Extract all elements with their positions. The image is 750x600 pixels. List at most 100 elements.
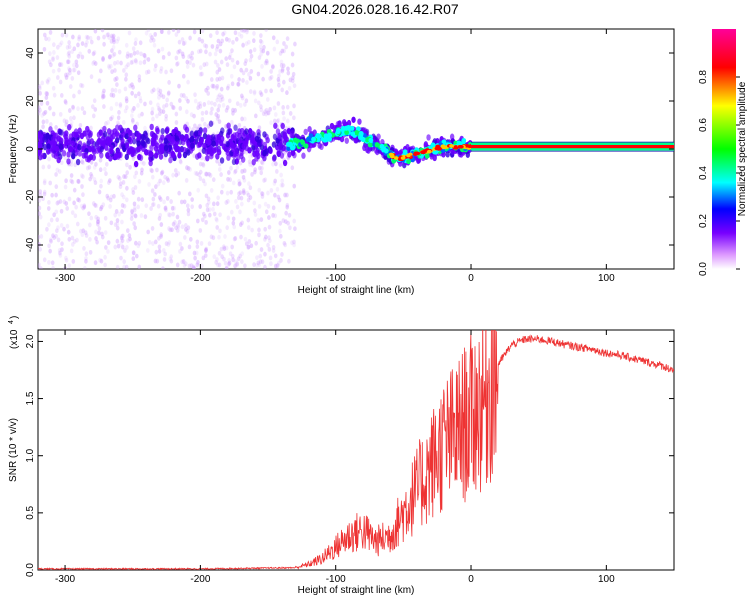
noise-mark [247, 159, 252, 165]
noise-mark [184, 96, 189, 101]
noise-mark [159, 232, 163, 238]
noise-mark [102, 34, 106, 40]
noise-mark [248, 162, 252, 167]
noise-mark [201, 178, 206, 184]
noise-mark [138, 95, 143, 101]
noise-mark [234, 259, 238, 265]
noise-mark [198, 228, 203, 233]
noise-mark [113, 212, 117, 218]
noise-mark [180, 259, 185, 265]
band-mark [177, 152, 182, 159]
band-mark [71, 152, 76, 160]
band-mark [251, 159, 256, 166]
noise-mark [137, 77, 142, 83]
band-mark [56, 156, 61, 164]
noise-mark [79, 228, 83, 234]
noise-mark [279, 63, 284, 68]
noise-mark [45, 118, 49, 124]
noise-mark [51, 111, 56, 117]
noise-mark [57, 169, 62, 174]
noise-mark [215, 76, 219, 82]
noise-mark [79, 203, 84, 209]
x-tick-label: -300 [55, 273, 75, 284]
noise-mark [217, 250, 222, 256]
noise-mark [153, 239, 158, 245]
noise-mark [178, 106, 183, 111]
noise-mark [224, 265, 229, 269]
noise-mark [153, 258, 158, 264]
y-tick-label: 0.0 [25, 563, 36, 577]
noise-mark [292, 242, 296, 248]
noise-mark [167, 240, 172, 245]
band-mark [252, 150, 257, 158]
noise-mark [112, 51, 117, 57]
noise-mark [49, 217, 54, 223]
noise-mark [131, 46, 136, 52]
noise-mark [131, 250, 136, 256]
noise-mark [107, 63, 111, 69]
band-mark [163, 137, 168, 145]
noise-mark [290, 51, 295, 57]
snr-ylabel: SNR (10 * v/v) [8, 418, 19, 482]
noise-mark [154, 249, 159, 255]
noise-mark [178, 158, 183, 164]
y-tick-label: 1.0 [25, 448, 36, 462]
noise-mark [138, 60, 143, 66]
colorbar: 0.0 0.2 0.4 0.6 0.8 Normalized spectral ampl… [698, 29, 748, 276]
noise-mark [93, 202, 97, 208]
noise-mark [217, 234, 221, 240]
noise-mark [204, 219, 208, 225]
noise-mark [171, 211, 175, 217]
noise-mark [250, 171, 254, 177]
noise-mark [257, 232, 261, 238]
noise-mark [280, 68, 285, 74]
band-mark [59, 129, 64, 136]
noise-mark [222, 244, 226, 250]
noise-mark [237, 191, 241, 197]
noise-mark [68, 70, 72, 76]
noise-mark [152, 87, 156, 93]
noise-mark [290, 165, 295, 171]
band-mark [303, 128, 308, 136]
noise-mark [109, 38, 114, 44]
noise-mark [157, 94, 161, 100]
noise-mark [271, 63, 275, 69]
x-tick-label: 100 [598, 574, 615, 585]
noise-mark [84, 258, 88, 264]
noise-mark [216, 195, 220, 201]
noise-mark [41, 124, 45, 130]
noise-mark [75, 63, 79, 69]
noise-mark [230, 119, 234, 125]
noise-mark [151, 202, 155, 208]
noise-mark [218, 228, 222, 234]
intense-mark [305, 136, 311, 143]
noise-mark [45, 91, 50, 97]
noise-mark [152, 42, 157, 48]
noise-mark [50, 260, 55, 266]
noise-mark [66, 51, 71, 57]
noise-mark [49, 62, 53, 68]
noise-mark [182, 263, 187, 268]
noise-mark [41, 164, 46, 170]
noise-mark [176, 61, 180, 66]
noise-mark [239, 195, 244, 201]
intense-mark [350, 131, 356, 137]
noise-mark [152, 201, 156, 207]
noise-mark [62, 118, 67, 124]
noise-mark [44, 91, 49, 96]
snr-scale-text: (x10 [9, 329, 20, 349]
noise-mark [165, 97, 169, 103]
spectrogram-ylabel: Frequency (Hz) [8, 115, 19, 184]
noise-mark [187, 263, 192, 269]
band-mark [286, 127, 292, 135]
noise-mark [149, 38, 153, 43]
noise-mark [127, 53, 132, 58]
noise-mark [38, 263, 40, 269]
noise-mark [218, 48, 223, 54]
noise-mark [81, 228, 86, 234]
noise-mark [247, 72, 251, 77]
y-tick-label: 0.5 [25, 505, 36, 519]
noise-mark [38, 192, 43, 198]
